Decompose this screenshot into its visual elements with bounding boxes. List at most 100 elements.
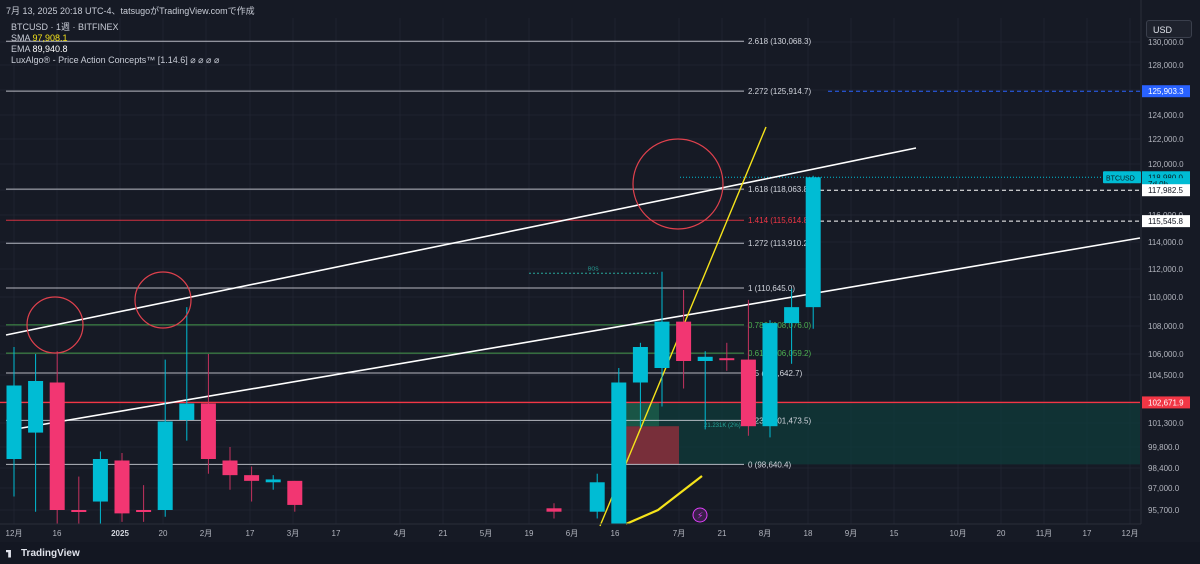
price-tag (1142, 215, 1190, 228)
symbol-tag-label: BTCUSD (1106, 175, 1135, 182)
time-tick-label: 7月 (673, 529, 685, 538)
flash-icon-glyph: ⚡ (697, 512, 703, 522)
candle-body (589, 482, 605, 512)
time-axis[interactable]: 12月 16 2025 20 2月 17 3月 17 4月 21 5月 19 6月 16 7月 21 8月 18 9… (0, 523, 1141, 538)
ema-line[interactable]: EMA 89,940.8 (11, 44, 219, 55)
price-tick-label: 104,500.0 (1148, 371, 1184, 380)
sma-line[interactable]: SMA 97,908.1 (11, 33, 219, 44)
upper-trendline (5, 147, 917, 336)
time-tick-label: 21 (439, 529, 448, 538)
sma-label: SMA (11, 33, 31, 43)
price-tick-label: 120,000.0 (1148, 160, 1184, 169)
tradingview-logo[interactable]: TradingView (6, 548, 80, 559)
fib-label: 1.272 (113,910.2) (748, 239, 811, 248)
fib-label: 0.618 (106,059.2) (748, 349, 811, 358)
candle-body (179, 403, 195, 420)
price-tick-label: 101,300.0 (1148, 419, 1184, 428)
candle-body (719, 358, 735, 361)
sma-line (625, 475, 703, 526)
price-tick-label: 99,800.0 (1148, 443, 1180, 452)
candle-body (200, 403, 216, 459)
brand-name: TradingView (21, 548, 80, 559)
highlight-circle (134, 271, 192, 329)
flash-icon (692, 507, 708, 523)
time-tick-label: 12月 (1122, 529, 1139, 538)
candle-body (632, 347, 648, 383)
indicator-line[interactable]: LuxAlgo® - Price Action Concepts™ [1.14.… (11, 55, 220, 65)
price-tick-label: 110,000.0 (1148, 293, 1184, 302)
price-tick-label: 112,000.0 (1148, 265, 1184, 274)
price-axis[interactable]: 95,700.0 97,000.0 98,400.0 99,800.0 101,300.… (1103, 0, 1200, 542)
price-tag-label: 118,980.0 (1148, 173, 1184, 182)
time-tick-label: 3月 (287, 529, 299, 538)
price-tick-label: 98,400.0 (1148, 464, 1180, 473)
fib-label: 0.786 (108,076.0) (748, 321, 811, 330)
price-tag-label: 125,903.3 (1148, 87, 1184, 96)
overlays: ⚡ (26, 138, 724, 523)
time-tick-label: 16 (611, 529, 620, 538)
ema-value: 89,940.8 (32, 44, 68, 54)
time-tick-label: 19 (525, 529, 534, 538)
time-tick-label: 11月 (1036, 529, 1052, 538)
sma-value: 97,908.1 (32, 33, 68, 43)
lower-trendline (9, 237, 1141, 431)
time-tick-label: 6月 (566, 529, 578, 538)
candle-body (265, 479, 281, 483)
fib-label: 1.618 (118,063.8) (748, 185, 811, 194)
ema-label: EMA (11, 44, 31, 54)
highlight-circle (632, 138, 724, 230)
price-tick-label: 106,000.0 (1148, 350, 1184, 359)
candle-body (654, 321, 670, 368)
candle-body (92, 459, 108, 502)
time-tick-label: 9月 (845, 529, 857, 538)
symbol-line[interactable]: BTCUSD · 1週 · BITFINEX (11, 22, 119, 32)
candle-body (740, 359, 756, 427)
candle-body (157, 421, 173, 510)
legend: BTCUSD · 1週 · BITFINEX SMA 97,908.1 EMA … (11, 22, 219, 66)
time-tick-label: 20 (159, 529, 168, 538)
time-tick-label: 17 (246, 529, 255, 538)
demand-zone (614, 402, 1140, 465)
chart-header: 7月 13, 2025 20:18 UTC-4、tatsugoがTradingV… (6, 6, 255, 16)
time-tick-label: 2025 (111, 529, 129, 538)
price-tag-label: 115,545.8 (1148, 217, 1184, 226)
price-tick-label: 122,000.0 (1148, 135, 1184, 144)
time-tick-label: 18 (804, 529, 813, 538)
candle-body (611, 382, 627, 524)
price-tick-label: 124,000.0 (1148, 111, 1184, 120)
currency-button[interactable]: USD (1146, 20, 1192, 38)
time-tick-label: 16 (53, 529, 62, 538)
candle-body (28, 381, 44, 433)
time-tick-label: 2月 (200, 529, 212, 538)
fib-label: 1.414 (115,614.8) (748, 216, 811, 225)
price-tick-label: 108,000.0 (1148, 322, 1184, 331)
fib-label: 0.236 (101,473.5) (748, 416, 811, 425)
time-tick-label: 8月 (759, 529, 771, 538)
bottom-bar (0, 542, 1200, 564)
time-tick-label: 17 (332, 529, 341, 538)
bos-label: BOS (588, 266, 599, 272)
time-tick-label: 5月 (480, 529, 492, 538)
time-tick-label: 17 (1083, 529, 1092, 538)
candle-body (676, 321, 692, 361)
candle-body (244, 475, 260, 481)
zones: 21.231K (2%) BOS (529, 266, 1140, 465)
time-tick-label: 10月 (950, 529, 967, 538)
time-tick-label: 4月 (394, 529, 406, 538)
candle-body (805, 177, 821, 308)
candle-body (6, 385, 22, 459)
tradingview-logo-icon (6, 549, 11, 558)
candle-body (546, 508, 562, 512)
time-tick-label: 20 (997, 529, 1006, 538)
fib-label: 2.272 (125,914.7) (748, 87, 811, 96)
candles (6, 175, 821, 524)
time-tick-label: 15 (890, 529, 899, 538)
candle-body (222, 460, 238, 476)
price-tick-label: 130,000.0 (1148, 38, 1184, 47)
candle-body (136, 510, 152, 512)
price-tag-label: 117,982.5 (1148, 186, 1184, 195)
price-tick-label: 97,000.0 (1148, 484, 1180, 493)
